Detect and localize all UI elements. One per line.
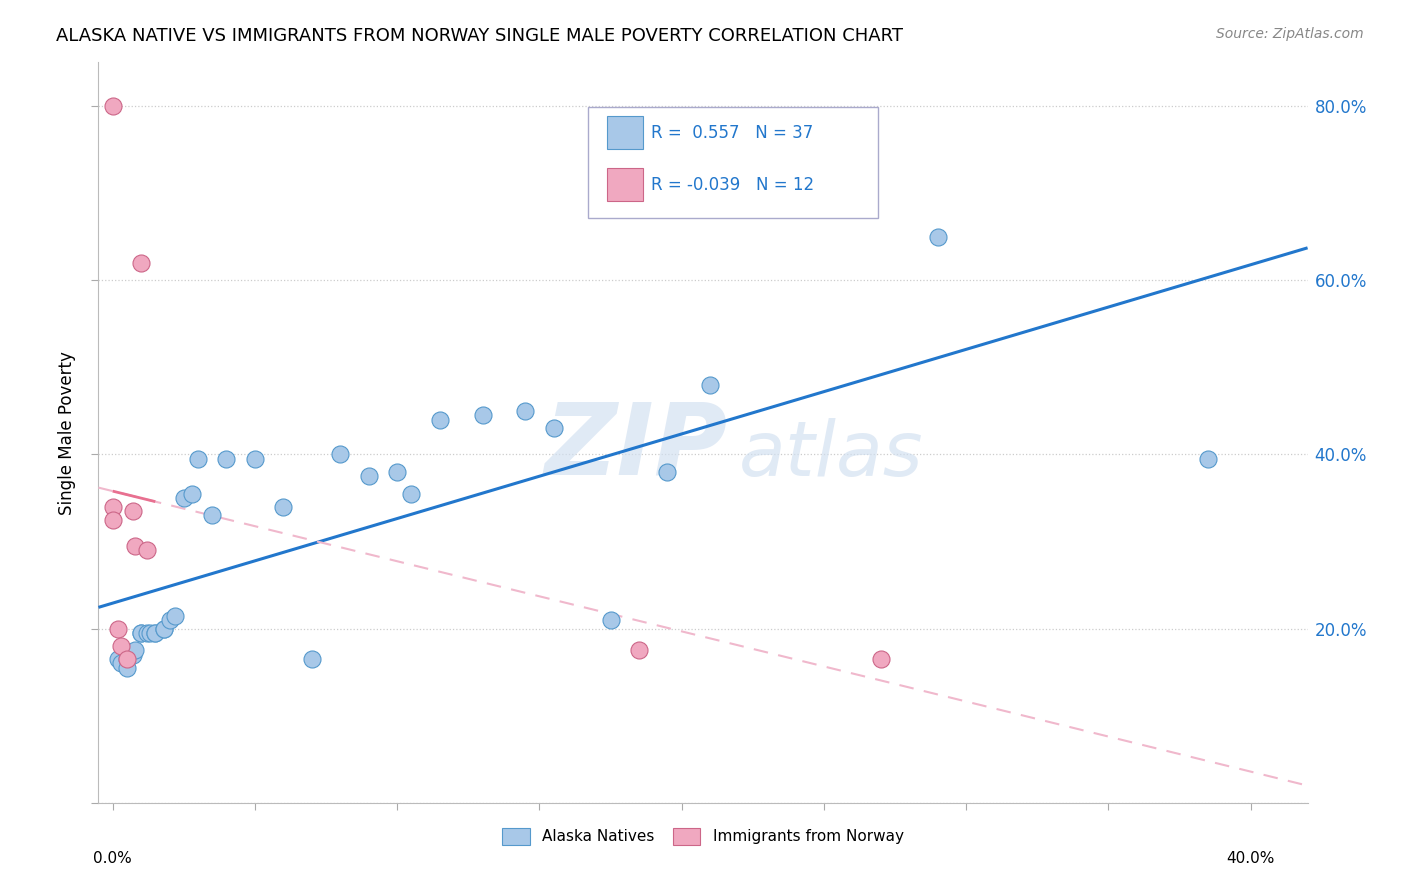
Point	[215, 451, 238, 466]
FancyBboxPatch shape	[607, 169, 643, 201]
Text: R =  0.557   N = 37: R = 0.557 N = 37	[651, 124, 813, 142]
Point	[115, 652, 138, 666]
Point	[329, 447, 352, 461]
Y-axis label: Single Male Poverty: Single Male Poverty	[58, 351, 76, 515]
Point	[173, 491, 195, 505]
Text: Source: ZipAtlas.com: Source: ZipAtlas.com	[1216, 27, 1364, 41]
Point	[101, 500, 124, 514]
Point	[927, 229, 949, 244]
Point	[143, 626, 166, 640]
Point	[107, 622, 129, 636]
Point	[124, 539, 146, 553]
Point	[273, 500, 295, 514]
Point	[159, 613, 181, 627]
Point	[115, 652, 138, 666]
Point	[657, 465, 679, 479]
Point	[153, 622, 176, 636]
Point	[110, 657, 132, 671]
Point	[599, 613, 621, 627]
Text: 40.0%: 40.0%	[1226, 851, 1275, 866]
Text: ZIP: ZIP	[544, 399, 727, 496]
Point	[138, 626, 160, 640]
FancyBboxPatch shape	[588, 107, 879, 218]
Point	[129, 626, 152, 640]
Text: ALASKA NATIVE VS IMMIGRANTS FROM NORWAY SINGLE MALE POVERTY CORRELATION CHART: ALASKA NATIVE VS IMMIGRANTS FROM NORWAY …	[56, 27, 903, 45]
Point	[401, 486, 423, 500]
Point	[181, 486, 204, 500]
Point	[357, 469, 380, 483]
Point	[243, 451, 266, 466]
Point	[165, 608, 187, 623]
Point	[129, 256, 152, 270]
Point	[124, 643, 146, 657]
Point	[1197, 451, 1219, 466]
Point	[869, 652, 891, 666]
Point	[115, 661, 138, 675]
Point	[121, 648, 143, 662]
FancyBboxPatch shape	[607, 117, 643, 149]
Point	[627, 643, 650, 657]
Point	[135, 543, 157, 558]
Point	[110, 639, 132, 653]
Point	[471, 408, 494, 422]
Point	[101, 99, 124, 113]
Text: 0.0%: 0.0%	[93, 851, 132, 866]
Point	[301, 652, 323, 666]
Point	[543, 421, 565, 435]
Point	[153, 622, 176, 636]
Point	[385, 465, 408, 479]
Point	[187, 451, 209, 466]
Point	[107, 652, 129, 666]
Point	[201, 508, 224, 523]
Text: atlas: atlas	[740, 417, 924, 491]
Point	[143, 626, 166, 640]
Point	[121, 504, 143, 518]
Point	[515, 404, 537, 418]
Point	[129, 626, 152, 640]
Legend: Alaska Natives, Immigrants from Norway: Alaska Natives, Immigrants from Norway	[496, 822, 910, 851]
Point	[135, 626, 157, 640]
Point	[101, 513, 124, 527]
Point	[429, 412, 451, 426]
Point	[699, 377, 721, 392]
Text: R = -0.039   N = 12: R = -0.039 N = 12	[651, 176, 814, 194]
